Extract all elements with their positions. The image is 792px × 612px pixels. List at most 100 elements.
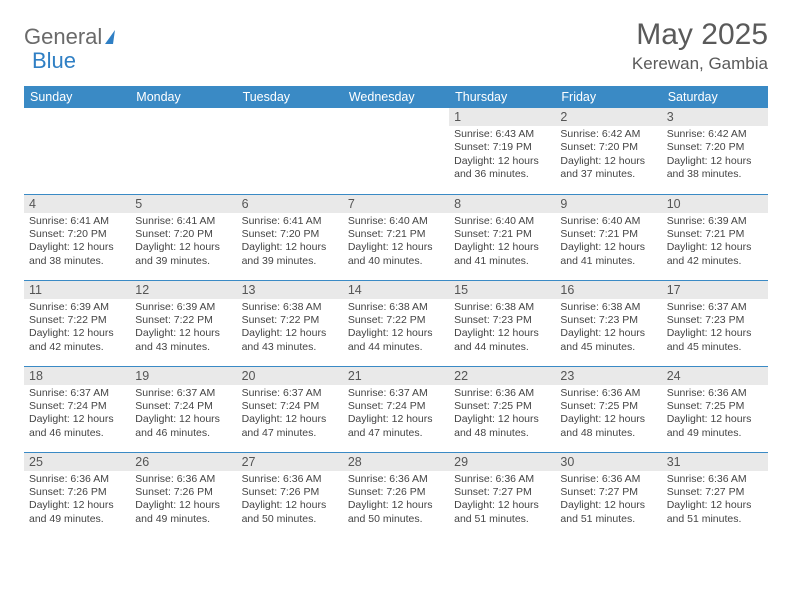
daylight-text: Daylight: 12 hours and 38 minutes.	[667, 155, 763, 182]
day-number: 8	[449, 195, 555, 213]
day-info: Sunrise: 6:36 AMSunset: 7:27 PMDaylight:…	[662, 471, 768, 531]
daylight-text: Daylight: 12 hours and 44 minutes.	[348, 327, 444, 354]
day-info: Sunrise: 6:36 AMSunset: 7:26 PMDaylight:…	[24, 471, 130, 531]
day-number: 16	[555, 281, 661, 299]
day-info: Sunrise: 6:39 AMSunset: 7:21 PMDaylight:…	[662, 213, 768, 273]
sunrise-text: Sunrise: 6:42 AM	[560, 128, 656, 141]
day-info: Sunrise: 6:41 AMSunset: 7:20 PMDaylight:…	[24, 213, 130, 273]
sunset-text: Sunset: 7:20 PM	[135, 228, 231, 241]
day-info: Sunrise: 6:42 AMSunset: 7:20 PMDaylight:…	[662, 126, 768, 186]
calendar-cell: 10Sunrise: 6:39 AMSunset: 7:21 PMDayligh…	[662, 194, 768, 280]
calendar-cell: 5 Sunrise: 6:41 AMSunset: 7:20 PMDaylight…	[130, 194, 236, 280]
sunset-text: Sunset: 7:20 PM	[242, 228, 338, 241]
day-number: 10	[662, 195, 768, 213]
sunrise-text: Sunrise: 6:36 AM	[454, 387, 550, 400]
sunset-text: Sunset: 7:27 PM	[667, 486, 763, 499]
daylight-text: Daylight: 12 hours and 41 minutes.	[560, 241, 656, 268]
page-subtitle: Kerewan, Gambia	[632, 54, 768, 74]
day-number: 28	[343, 453, 449, 471]
sunset-text: Sunset: 7:24 PM	[29, 400, 125, 413]
daylight-text: Daylight: 12 hours and 38 minutes.	[29, 241, 125, 268]
day-info: Sunrise: 6:36 AMSunset: 7:26 PMDaylight:…	[130, 471, 236, 531]
calendar-cell: 21Sunrise: 6:37 AMSunset: 7:24 PMDayligh…	[343, 366, 449, 452]
day-number: 25	[24, 453, 130, 471]
sunrise-text: Sunrise: 6:37 AM	[135, 387, 231, 400]
calendar-cell: 31Sunrise: 6:36 AMSunset: 7:27 PMDayligh…	[662, 452, 768, 538]
calendar-cell: 30Sunrise: 6:36 AMSunset: 7:27 PMDayligh…	[555, 452, 661, 538]
sunset-text: Sunset: 7:25 PM	[667, 400, 763, 413]
day-info: Sunrise: 6:37 AMSunset: 7:23 PMDaylight:…	[662, 299, 768, 359]
calendar-cell: 7Sunrise: 6:40 AMSunset: 7:21 PMDaylight…	[343, 194, 449, 280]
daylight-text: Daylight: 12 hours and 51 minutes.	[667, 499, 763, 526]
day-number: 7	[343, 195, 449, 213]
day-number-empty	[130, 108, 236, 126]
sunset-text: Sunset: 7:20 PM	[667, 141, 763, 154]
sunrise-text: Sunrise: 6:36 AM	[454, 473, 550, 486]
daylight-text: Daylight: 12 hours and 45 minutes.	[560, 327, 656, 354]
sunset-text: Sunset: 7:22 PM	[135, 314, 231, 327]
day-info: Sunrise: 6:40 AMSunset: 7:21 PMDaylight:…	[449, 213, 555, 273]
day-info: Sunrise: 6:36 AMSunset: 7:27 PMDaylight:…	[449, 471, 555, 531]
day-info: Sunrise: 6:43 AMSunset: 7:19 PMDaylight:…	[449, 126, 555, 186]
sunset-text: Sunset: 7:21 PM	[560, 228, 656, 241]
sunrise-text: Sunrise: 6:36 AM	[135, 473, 231, 486]
sunset-text: Sunset: 7:26 PM	[348, 486, 444, 499]
calendar-cell: 4Sunrise: 6:41 AMSunset: 7:20 PMDaylight…	[24, 194, 130, 280]
day-info: Sunrise: 6:39 AMSunset: 7:22 PMDaylight:…	[130, 299, 236, 359]
day-info: Sunrise: 6:37 AMSunset: 7:24 PMDaylight:…	[237, 385, 343, 445]
sunset-text: Sunset: 7:23 PM	[560, 314, 656, 327]
day-number: 2	[555, 108, 661, 126]
day-info: Sunrise: 6:37 AMSunset: 7:24 PMDaylight:…	[24, 385, 130, 445]
calendar-cell: 12Sunrise: 6:39 AMSunset: 7:22 PMDayligh…	[130, 280, 236, 366]
day-number: 26	[130, 453, 236, 471]
calendar-table: Sunday Monday Tuesday Wednesday Thursday…	[24, 86, 768, 538]
daylight-text: Daylight: 12 hours and 40 minutes.	[348, 241, 444, 268]
day-number: 20	[237, 367, 343, 385]
day-info: Sunrise: 6:36 AMSunset: 7:27 PMDaylight:…	[555, 471, 661, 531]
calendar-body: 1Sunrise: 6:43 AMSunset: 7:19 PMDaylight…	[24, 108, 768, 538]
calendar-cell: 29Sunrise: 6:36 AMSunset: 7:27 PMDayligh…	[449, 452, 555, 538]
weekday-header: Sunday	[24, 86, 130, 108]
day-number: 13	[237, 281, 343, 299]
sunrise-text: Sunrise: 6:36 AM	[348, 473, 444, 486]
sunset-text: Sunset: 7:25 PM	[560, 400, 656, 413]
sunrise-text: Sunrise: 6:36 AM	[560, 473, 656, 486]
daylight-text: Daylight: 12 hours and 50 minutes.	[242, 499, 338, 526]
day-info: Sunrise: 6:37 AMSunset: 7:24 PMDaylight:…	[343, 385, 449, 445]
day-number: 15	[449, 281, 555, 299]
sunset-text: Sunset: 7:23 PM	[667, 314, 763, 327]
daylight-text: Daylight: 12 hours and 51 minutes.	[454, 499, 550, 526]
daylight-text: Daylight: 12 hours and 47 minutes.	[242, 413, 338, 440]
day-number: 23	[555, 367, 661, 385]
day-info: Sunrise: 6:36 AMSunset: 7:25 PMDaylight:…	[449, 385, 555, 445]
weekday-header: Friday	[555, 86, 661, 108]
sunrise-text: Sunrise: 6:41 AM	[242, 215, 338, 228]
daylight-text: Daylight: 12 hours and 45 minutes.	[667, 327, 763, 354]
calendar-cell: 27Sunrise: 6:36 AMSunset: 7:26 PMDayligh…	[237, 452, 343, 538]
weekday-header: Saturday	[662, 86, 768, 108]
calendar-cell: 14Sunrise: 6:38 AMSunset: 7:22 PMDayligh…	[343, 280, 449, 366]
sunrise-text: Sunrise: 6:38 AM	[242, 301, 338, 314]
sunset-text: Sunset: 7:22 PM	[29, 314, 125, 327]
day-info: Sunrise: 6:42 AMSunset: 7:20 PMDaylight:…	[555, 126, 661, 186]
daylight-text: Daylight: 12 hours and 39 minutes.	[242, 241, 338, 268]
calendar-cell	[130, 108, 236, 194]
sunrise-text: Sunrise: 6:38 AM	[348, 301, 444, 314]
sunset-text: Sunset: 7:21 PM	[667, 228, 763, 241]
calendar-cell	[343, 108, 449, 194]
calendar-cell: 23Sunrise: 6:36 AMSunset: 7:25 PMDayligh…	[555, 366, 661, 452]
calendar-cell: 16Sunrise: 6:38 AMSunset: 7:23 PMDayligh…	[555, 280, 661, 366]
day-number: 4	[24, 195, 130, 213]
daylight-text: Daylight: 12 hours and 39 minutes.	[135, 241, 231, 268]
sunset-text: Sunset: 7:27 PM	[560, 486, 656, 499]
calendar-header-row: Sunday Monday Tuesday Wednesday Thursday…	[24, 86, 768, 108]
day-info: Sunrise: 6:36 AMSunset: 7:26 PMDaylight:…	[237, 471, 343, 531]
sunset-text: Sunset: 7:22 PM	[348, 314, 444, 327]
day-number: 5	[130, 195, 236, 213]
daylight-text: Daylight: 12 hours and 41 minutes.	[454, 241, 550, 268]
sunrise-text: Sunrise: 6:41 AM	[135, 215, 231, 228]
day-info: Sunrise: 6:36 AMSunset: 7:25 PMDaylight:…	[555, 385, 661, 445]
day-number: 18	[24, 367, 130, 385]
daylight-text: Daylight: 12 hours and 51 minutes.	[560, 499, 656, 526]
daylight-text: Daylight: 12 hours and 47 minutes.	[348, 413, 444, 440]
